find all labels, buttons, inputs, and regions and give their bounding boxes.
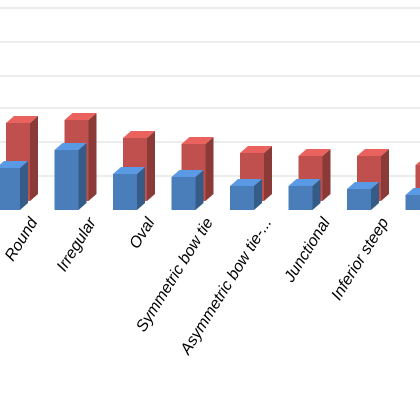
bar-series1-0-top [6,116,38,123]
bar-series1-3-side [205,137,214,201]
bar-series1-4-side [264,146,272,201]
bar-series1-5-top [298,149,331,156]
category-label-5: Junctional [281,215,334,286]
bar-series0-3-front [171,177,196,210]
bar-series0-5-top [288,179,321,186]
category-label-6: Inferior steep [328,215,392,303]
bar-series1-2-top [123,131,155,138]
bar-series0-4-front [230,186,254,210]
bar-series0-1-side [78,143,87,210]
bar-series0-1 [54,143,87,210]
bar-series0-4 [230,179,262,210]
bar-series0-7-top [405,188,420,195]
category-label-0: Round [2,214,42,264]
bar-series0-7-front [405,195,420,210]
bar-series0-4-side [254,179,262,210]
category-label-2: Oval [127,215,159,252]
bar-series0-0-front [0,168,20,210]
bar-series0-1-front [54,150,79,210]
bar-series1-3-top [181,137,214,144]
bar-series0-3 [171,170,204,210]
bar-series0-6 [347,182,379,210]
bar-series0-4-top [230,179,262,186]
bar-series1-7-top [415,161,420,165]
bar-series1-0-side [30,116,38,201]
bar-series0-0-side [20,161,28,210]
bar-series1-2-side [147,131,155,201]
bar-series0-6-front [347,189,371,210]
bar-series1-1-side [88,113,97,201]
bars [0,113,420,210]
bar-series0-0-top [0,161,28,168]
bar-series0-5-front [288,186,313,210]
bar-series1-6-top [357,149,389,156]
bar-series0-0 [0,161,28,210]
bar-series0-2-front [113,174,137,210]
bar-series0-2-top [113,167,145,174]
bar-series1-5-side [322,149,331,201]
bar-series1-6-side [381,149,389,201]
bar-series0-6-top [347,182,379,189]
bar-series0-7 [405,188,420,210]
bar-series1-4-top [240,146,272,153]
bar-series0-2-side [137,167,145,210]
bar-series0-5-side [312,179,321,210]
bar-series0-6-side [371,182,379,210]
bar-series0-2 [113,167,145,210]
bar-series0-5 [288,179,321,210]
bar-series0-3-top [171,170,204,177]
bar-series1-1-top [64,113,97,120]
category-label-1: Irregular [54,215,100,275]
bar-series0-3-side [195,170,204,210]
bar-series0-1-top [54,143,87,150]
